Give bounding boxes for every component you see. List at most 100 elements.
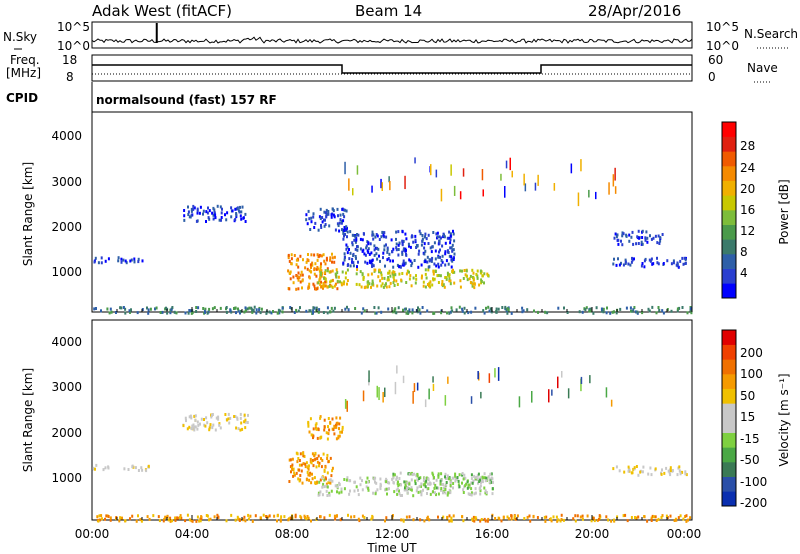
data-cell xyxy=(628,467,631,471)
data-cell xyxy=(125,261,128,265)
data-cell xyxy=(387,271,390,275)
data-cell xyxy=(615,465,618,469)
data-cell xyxy=(409,487,412,491)
data-cell xyxy=(311,261,314,265)
data-cell xyxy=(386,258,389,262)
power-ytick-1000: 1000 xyxy=(51,265,82,279)
data-cell xyxy=(641,262,644,265)
data-cell xyxy=(323,485,326,489)
data-cell xyxy=(669,514,672,518)
data-cell xyxy=(463,311,466,315)
data-cell xyxy=(119,516,122,520)
data-cell xyxy=(417,478,419,482)
data-cell xyxy=(395,476,398,480)
data-cell xyxy=(253,305,256,309)
data-cell xyxy=(401,252,404,256)
data-cell xyxy=(546,311,549,315)
data-cell xyxy=(115,516,118,519)
data-cell xyxy=(637,242,640,245)
data-cell xyxy=(220,216,223,219)
data-cell xyxy=(467,311,470,315)
data-cell xyxy=(241,205,244,209)
data-cell xyxy=(414,238,417,242)
data-cell xyxy=(431,471,434,475)
data-cell xyxy=(513,514,516,518)
data-cell xyxy=(473,282,476,286)
data-cell xyxy=(488,480,491,484)
data-cell xyxy=(654,234,657,238)
data-cell xyxy=(452,514,455,518)
data-cell xyxy=(333,215,336,219)
data-cell xyxy=(208,428,211,432)
data-streak xyxy=(344,161,346,175)
data-cell xyxy=(516,514,519,518)
data-streak xyxy=(444,395,447,406)
data-cell xyxy=(661,233,664,236)
data-cell xyxy=(247,413,249,417)
data-cell xyxy=(279,309,282,313)
data-cell xyxy=(92,467,95,471)
data-cell xyxy=(666,308,669,311)
data-streak xyxy=(413,383,416,393)
data-cell xyxy=(342,261,345,265)
data-cell xyxy=(466,486,469,490)
data-cell xyxy=(319,415,322,419)
data-cell xyxy=(386,248,389,252)
data-streak xyxy=(605,387,608,398)
data-cell xyxy=(336,207,339,211)
data-cell xyxy=(504,305,507,309)
data-cell xyxy=(295,287,298,291)
data-cell xyxy=(466,278,469,282)
data-cell xyxy=(685,514,688,518)
data-cell xyxy=(305,218,308,222)
data-cell xyxy=(367,273,370,277)
data-cell xyxy=(100,261,103,265)
data-cell xyxy=(398,265,401,269)
data-cell xyxy=(199,205,202,209)
velocity-cbar-swatch xyxy=(722,418,736,433)
data-cell xyxy=(641,229,644,233)
data-cell xyxy=(422,488,424,492)
data-cell xyxy=(319,273,322,277)
data-cell xyxy=(450,246,453,250)
data-cell xyxy=(349,264,352,268)
data-cell xyxy=(130,308,132,312)
data-cell xyxy=(336,279,339,283)
data-cell xyxy=(288,271,291,275)
data-cell xyxy=(137,469,140,472)
velocity-panel-frame xyxy=(91,319,693,521)
data-cell xyxy=(96,515,99,519)
data-cell xyxy=(342,237,345,241)
data-cell xyxy=(299,474,302,477)
data-cell xyxy=(194,425,197,429)
velocity-data xyxy=(92,365,692,523)
data-cell xyxy=(371,230,374,234)
data-cell xyxy=(457,479,460,483)
data-cell xyxy=(319,265,322,269)
data-cell xyxy=(328,513,331,517)
data-cell xyxy=(260,307,263,311)
data-cell xyxy=(461,309,464,313)
data-cell xyxy=(397,253,400,257)
data-cell xyxy=(443,235,446,239)
data-cell xyxy=(236,515,239,519)
data-cell xyxy=(345,478,348,482)
data-cell xyxy=(618,263,621,267)
data-cell xyxy=(461,307,464,311)
data-cell xyxy=(281,310,284,314)
data-cell xyxy=(536,516,539,519)
data-streak xyxy=(470,396,473,404)
data-cell xyxy=(560,518,563,521)
data-cell xyxy=(423,246,426,250)
vel-cbar-tick-200: 200 xyxy=(740,346,763,360)
data-cell xyxy=(679,514,682,518)
data-cell xyxy=(477,472,480,476)
data-cell xyxy=(224,213,226,217)
data-cell xyxy=(412,240,415,244)
data-cell xyxy=(389,259,392,263)
data-cell xyxy=(470,477,473,481)
data-cell xyxy=(171,306,174,309)
data-cell xyxy=(483,486,486,490)
data-cell xyxy=(417,306,419,310)
data-cell xyxy=(321,476,323,480)
